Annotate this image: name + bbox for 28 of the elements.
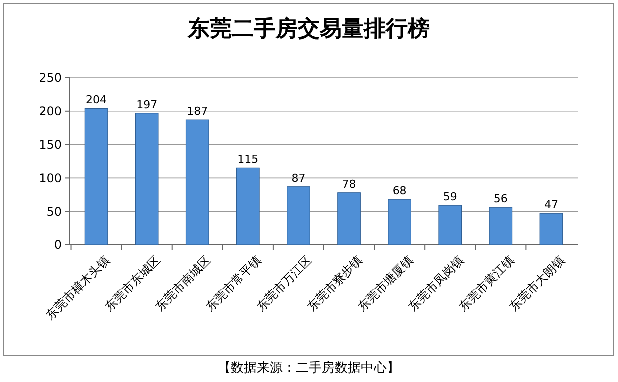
y-tick-label: 100 <box>39 171 62 186</box>
bar <box>489 207 513 246</box>
bar <box>84 108 108 246</box>
y-tick-label: 0 <box>54 238 62 252</box>
bar <box>388 199 412 246</box>
bar <box>438 205 462 246</box>
text: 【数据来源：二手房数据中心】 <box>218 360 400 376</box>
data-label: 187 <box>187 105 208 118</box>
bar <box>135 113 159 246</box>
bar <box>338 192 361 246</box>
data-label: 56 <box>494 192 508 206</box>
bar <box>287 186 310 246</box>
data-label: 87 <box>292 172 306 185</box>
bar <box>186 120 210 246</box>
data-label: 47 <box>544 198 558 212</box>
bar <box>236 168 260 246</box>
data-label: 115 <box>238 153 259 166</box>
data-label: 204 <box>86 94 108 107</box>
y-tick-label: 50 <box>46 204 62 219</box>
data-label: 197 <box>136 98 158 112</box>
y-tick-label: 150 <box>39 138 62 152</box>
data-label: 78 <box>342 178 356 191</box>
data-label: 68 <box>392 184 407 198</box>
y-tick-label: 200 <box>39 104 62 119</box>
bar <box>540 213 564 246</box>
chart-title: 东莞二手房交易量排行榜 <box>187 16 430 42</box>
y-tick-label: 250 <box>39 71 62 86</box>
data-label: 59 <box>443 190 458 204</box>
